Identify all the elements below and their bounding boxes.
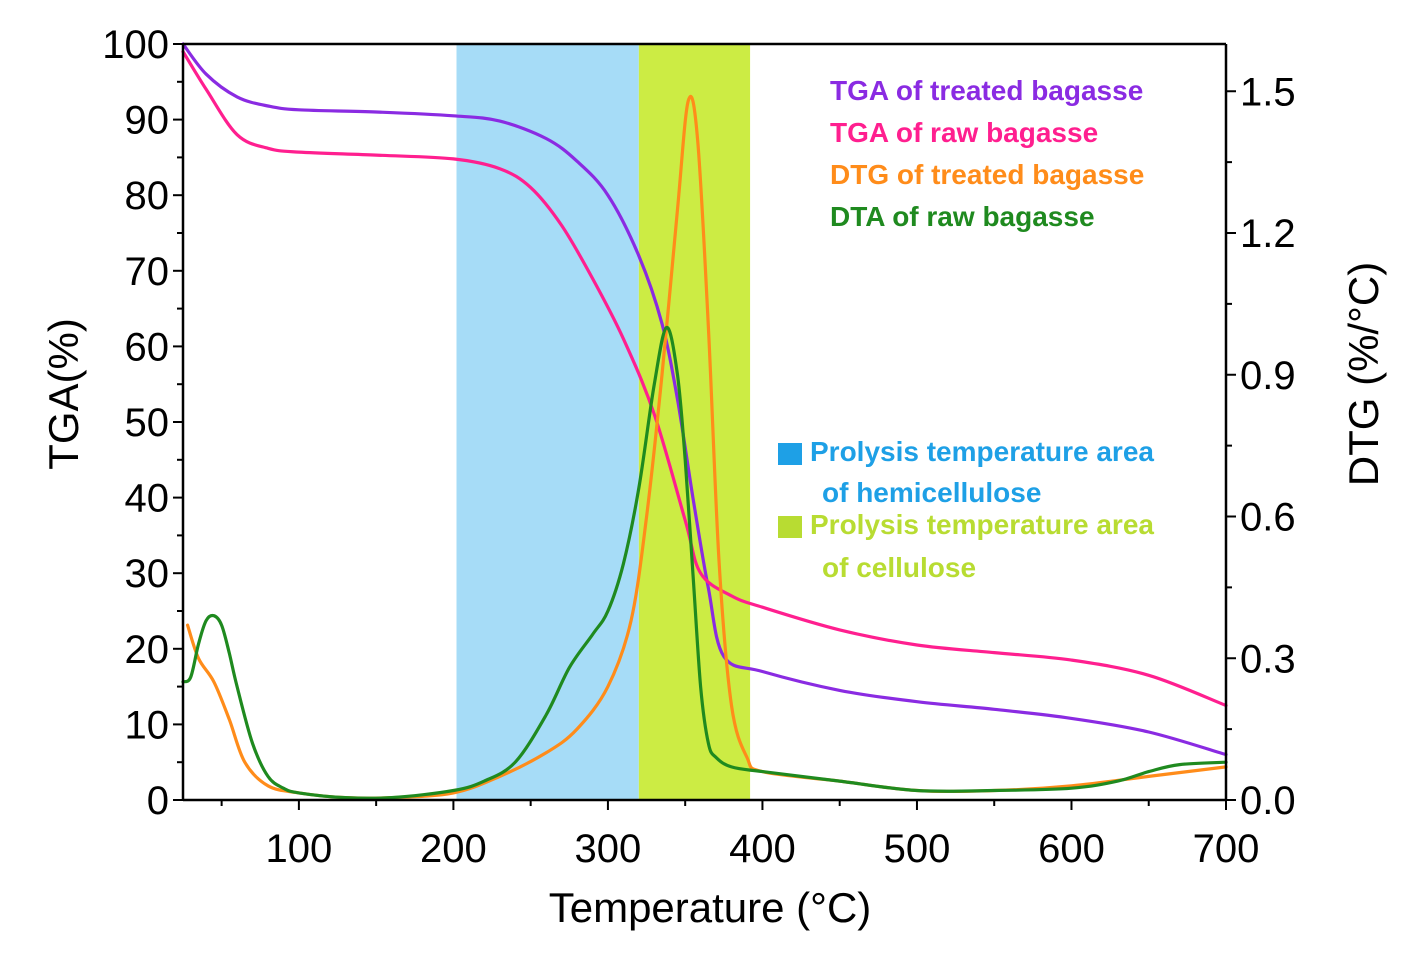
- y-left-axis-title: TGA(%): [40, 318, 87, 470]
- y-left-tick-label: 60: [125, 325, 170, 369]
- x-tick-label: 200: [420, 827, 487, 871]
- legend-dtg-treated: DTG of treated bagasse: [830, 159, 1144, 190]
- y-left-tick-label: 40: [125, 477, 170, 521]
- x-tick-label: 700: [1193, 827, 1260, 871]
- series-layer: [181, 42, 1228, 800]
- y-right-tick-label: 0.0: [1240, 779, 1296, 823]
- legend-dta-raw: DTA of raw bagasse: [830, 201, 1095, 232]
- ticks-layer: 100 200 300 400 500 600 700 0 10 20 30 40 50 60 70 80 90…: [102, 23, 1295, 871]
- legend-cellulose-line1: Prolysis temperature area: [810, 509, 1154, 540]
- y-left-tick-label: 100: [102, 23, 169, 67]
- y-left-tick-label: 70: [125, 250, 170, 294]
- y-right-tick-label: 0.9: [1240, 354, 1296, 398]
- y-left-tick-label: 30: [125, 552, 170, 596]
- legend-hemicellulose-line2: of hemicellulose: [822, 477, 1041, 508]
- series-line-0: [181, 42, 1228, 757]
- y-left-tick-label: 50: [125, 401, 170, 445]
- y-right-tick-label: 0.6: [1240, 496, 1296, 540]
- legend-tga-treated: TGA of treated bagasse: [830, 75, 1143, 106]
- y-left-tick-label: 20: [125, 628, 170, 672]
- legend-hemicellulose-swatch: [778, 443, 802, 465]
- legend-tga-raw: TGA of raw bagasse: [830, 117, 1098, 148]
- x-tick-label: 600: [1038, 827, 1105, 871]
- legend-cellulose-swatch: [778, 516, 802, 538]
- y-right-tick-label: 1.2: [1240, 212, 1296, 256]
- y-right-axis-title: DTG (%/°C): [1340, 262, 1387, 486]
- y-left-tick-label: 80: [125, 174, 170, 218]
- x-tick-label: 100: [266, 827, 333, 871]
- x-tick-label: 400: [729, 827, 796, 871]
- x-axis-title: Temperature (°C): [549, 884, 872, 931]
- y-left-tick-label: 90: [125, 99, 170, 143]
- series-line-1: [181, 50, 1228, 708]
- legend-hemicellulose-line1: Prolysis temperature area: [810, 436, 1154, 467]
- y-left-tick-label: 10: [125, 703, 170, 747]
- y-right-tick-label: 0.3: [1240, 637, 1296, 681]
- legend: TGA of treated bagasse TGA of raw bagass…: [778, 75, 1154, 583]
- y-right-tick-label: 1.5: [1240, 70, 1296, 114]
- x-tick-label: 300: [575, 827, 642, 871]
- series-line-3: [181, 325, 1228, 800]
- region-layer: [456, 44, 751, 800]
- legend-cellulose-line2: of cellulose: [822, 552, 976, 583]
- x-tick-label: 500: [884, 827, 951, 871]
- region-hemicellulose: [456, 44, 639, 800]
- y-left-tick-label: 0: [147, 779, 169, 823]
